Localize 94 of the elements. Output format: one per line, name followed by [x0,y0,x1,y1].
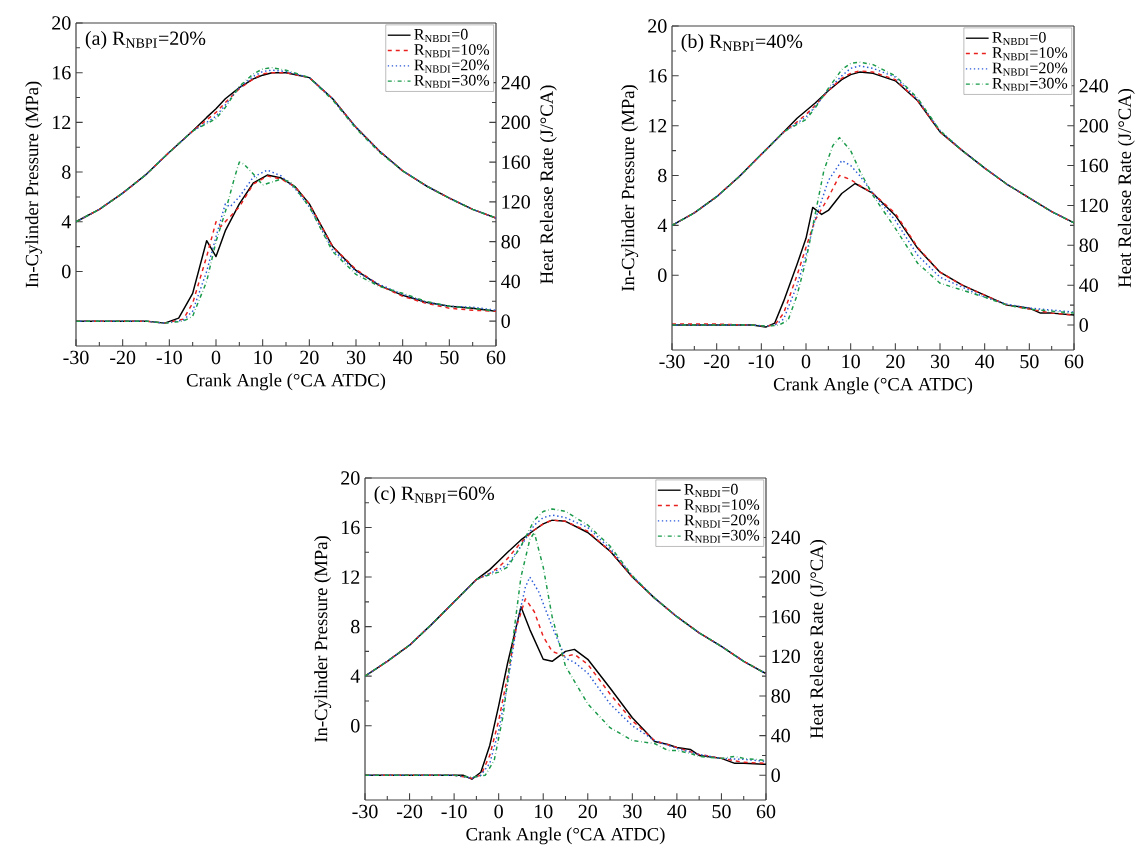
y2-tick-label: 120 [772,649,800,664]
chart-title: (b) R$_{NBPI}$=40% [681,33,803,53]
y2-tick-label: 80 [501,234,520,249]
legend-label: R$_{NBDI}$=10% [992,47,1068,61]
x-tick-label: -20 [704,354,730,369]
legend-label: R$_{NBDI}$=10% [684,499,760,513]
y2-tick-label: 160 [1080,158,1108,173]
x-tick-label: 10 [534,804,553,819]
y-axis-title: In-Cylinder Pressure (MPa) [621,85,639,292]
y-tick-label: 12 [53,115,71,129]
x-tick-label: 20 [300,350,319,365]
y2-tick-label: 240 [1079,79,1108,93]
legend-label: R$_{NBDI}$=30% [414,74,490,88]
x-tick-label: -10 [156,350,182,365]
legend-label: R$_{NBDI}$=0 [684,483,738,497]
y2-axis-title: Heat Release Rate (J/°CA) [1117,88,1135,288]
x-tick-label: 0 [494,804,503,819]
y2-tick-label: 200 [771,570,800,584]
y2-tick-label: 40 [501,274,520,289]
y-tick-label: 16 [53,65,71,80]
y2-tick-label: 200 [1079,118,1108,133]
y-tick-label: 16 [649,69,667,83]
x-tick-label: -20 [396,804,423,819]
y2-tick-label: 240 [771,530,800,545]
y-axis-title: In-Cylinder Pressure (MPa) [25,81,43,288]
legend-label: R$_{NBDI}$=20% [414,59,490,73]
legend-label: R$_{NBDI}$=10% [414,44,490,58]
y-tick-label: 0 [62,264,71,279]
x-tick-label: -30 [63,350,89,365]
x-tick-label: 50 [440,350,459,365]
y-tick-label: 16 [342,520,360,535]
y2-axis-title: Heat Release Rate (J/°CA) [809,539,827,739]
y-tick-label: 0 [351,718,360,733]
legend-label: R$_{NBDI}$=30% [992,77,1068,91]
x-tick-label: 10 [842,354,860,369]
chart-title: (c) R$_{NBPI}$=60% [374,485,495,505]
legend-label: R$_{NBDI}$=0 [414,28,468,42]
y2-tick-label: 0 [771,768,780,782]
x-tick-label: 0 [801,354,811,369]
x-axis-title: Crank Angle (°CA ATDC) [466,827,665,845]
x-tick-label: 30 [930,354,950,369]
x-tick-label: 60 [756,804,776,819]
legend-label: R$_{NBDI}$=20% [684,514,760,528]
line-series [365,531,766,778]
y-tick-label: 4 [657,218,667,232]
y2-tick-label: 200 [501,115,530,130]
x-tick-label: 50 [1020,354,1039,369]
y2-tick-label: 160 [772,609,800,624]
x-tick-label: 40 [667,804,687,819]
y-tick-label: 8 [658,168,667,183]
x-tick-label: 10 [254,350,272,365]
y2-axis-title: Heat Release Rate (J/°CA) [539,85,557,284]
x-tick-label: 60 [1064,354,1084,369]
x-tick-label: 20 [578,804,598,819]
y-tick-label: 8 [62,165,71,179]
y-tick-label: 0 [658,268,667,282]
y2-tick-label: 0 [501,314,510,328]
x-tick-label: 30 [346,350,366,365]
x-tick-label: 50 [712,804,731,819]
legend-label: R$_{NBDI}$=30% [684,529,760,543]
y2-tick-label: 0 [1079,318,1088,332]
y-tick-label: 20 [648,19,667,33]
x-axis-title: Crank Angle (°CA ATDC) [186,373,386,391]
y-tick-label: 12 [342,570,360,584]
y-tick-label: 4 [350,669,360,683]
y2-tick-label: 80 [1079,238,1098,253]
y2-tick-label: 240 [501,75,530,90]
y-tick-label: 20 [341,471,360,485]
y2-tick-label: 160 [502,155,530,169]
x-tick-label: 20 [886,354,905,369]
x-tick-label: -10 [441,804,467,819]
x-tick-label: -10 [748,354,774,369]
y2-tick-label: 40 [771,728,790,743]
y2-tick-label: 80 [771,689,790,703]
legend-label: R$_{NBDI}$=0 [992,31,1046,45]
y-tick-label: 8 [351,619,360,634]
y-tick-label: 4 [61,215,71,229]
y2-tick-label: 120 [502,195,530,209]
x-axis-title: Crank Angle (°CA ATDC) [773,377,973,395]
x-tick-label: -30 [659,354,685,369]
y2-tick-label: 120 [1080,198,1108,213]
x-tick-label: 40 [393,350,412,365]
x-tick-label: 0 [211,350,221,365]
x-tick-label: 30 [623,804,642,819]
x-tick-label: -30 [352,804,378,819]
y-tick-label: 20 [52,16,71,30]
y-axis-title: In-Cylinder Pressure (MPa) [314,536,332,743]
x-tick-label: 40 [975,354,994,369]
x-tick-label: 60 [486,350,506,365]
legend-label: R$_{NBDI}$=20% [992,62,1068,76]
y-tick-label: 12 [649,119,667,133]
chart-title: (a) R$_{NBPI}$=20% [85,30,206,50]
x-tick-label: -20 [110,350,136,365]
y2-tick-label: 40 [1079,278,1098,292]
